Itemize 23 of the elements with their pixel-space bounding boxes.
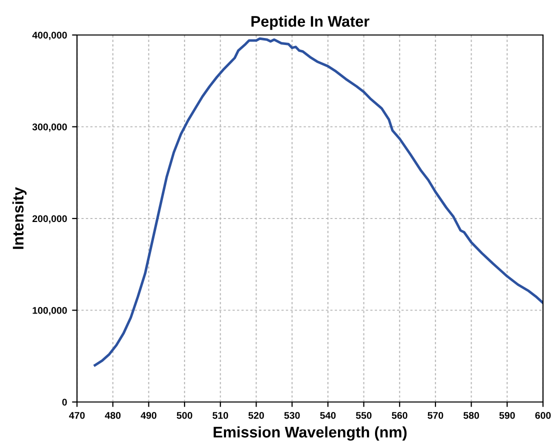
x-tick-label: 480 xyxy=(104,412,121,419)
chart-title: Peptide In Water xyxy=(251,16,370,30)
line-series xyxy=(94,37,543,367)
y-tick-label: 300,000 xyxy=(32,123,67,132)
x-tick-label: 560 xyxy=(392,412,408,419)
x-tick-label: 510 xyxy=(212,412,228,419)
x-tick-label: 580 xyxy=(463,412,480,419)
y-tick-label: 100,000 xyxy=(32,306,67,316)
x-axis-title: Emission Wavelength (nm) xyxy=(214,426,407,441)
x-tick-label: 570 xyxy=(428,412,444,419)
x-tick-label: 590 xyxy=(499,412,515,419)
x-tick-label: 530 xyxy=(284,412,300,419)
x-tick-label: 490 xyxy=(140,412,156,419)
y-axis-title: Intensity xyxy=(12,187,27,249)
y-tick-label: 400,000 xyxy=(32,32,67,40)
x-tick-label: 600 xyxy=(535,412,551,419)
y-tick-label: 0 xyxy=(62,398,67,406)
y-tick-label: 200,000 xyxy=(32,215,67,224)
x-tick-label: 550 xyxy=(356,412,372,419)
x-tick-label: 520 xyxy=(248,412,264,419)
x-tick-label: 540 xyxy=(320,412,336,419)
x-tick-label: 470 xyxy=(69,412,85,419)
x-tick-label: 500 xyxy=(176,412,192,419)
